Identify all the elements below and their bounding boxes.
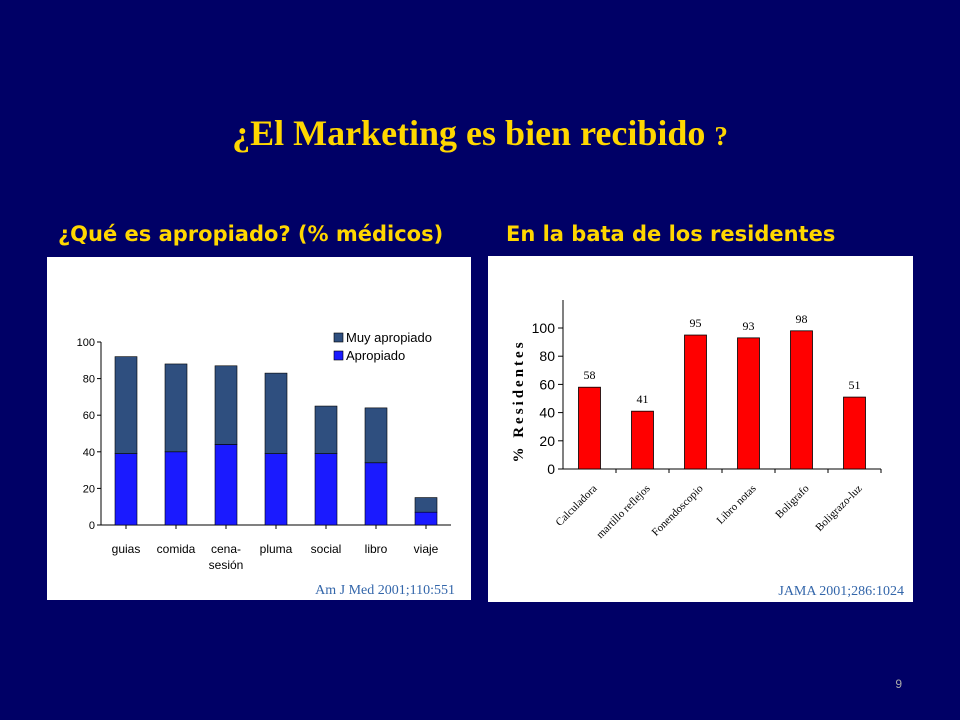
bar — [737, 337, 760, 470]
x-tick-label: Fonendoscopio — [650, 482, 706, 538]
bar-apropiado — [114, 453, 138, 526]
bar-muy-apropiado — [264, 372, 288, 454]
y-tick-label: 40 — [539, 405, 555, 421]
x-tick-label: social — [311, 542, 342, 556]
data-label: 98 — [796, 312, 808, 326]
source-citation: JAMA 2001;286:1024 — [778, 584, 904, 599]
bar-muy-apropiado — [414, 497, 438, 513]
bar — [843, 396, 866, 470]
chart-panel-residents: 0 20 40 60 80 100 % Residentes 58 Calculadora 41 m… — [488, 256, 913, 602]
bar — [684, 334, 707, 470]
bar-apropiado — [214, 444, 238, 526]
x-tick-label: viaje — [414, 542, 439, 556]
y-tick-label: 0 — [547, 461, 555, 477]
x-tick-label: Libro notas — [714, 483, 758, 527]
data-label: 93 — [743, 319, 755, 333]
subtitle-right: En la bata de los residentes — [506, 222, 836, 246]
x-tick-label-line: cena- — [211, 542, 241, 556]
bar-chart-residents: 0 20 40 60 80 100 % Residentes 58 Calculadora 41 m… — [511, 300, 904, 599]
x-tick-label-line: libro — [365, 542, 388, 556]
bar — [631, 410, 654, 470]
legend-label-muy: Muy apropiado — [346, 330, 432, 345]
bar — [578, 386, 601, 470]
y-tick-label: 100 — [77, 337, 95, 349]
x-tick-label-line: social — [311, 542, 342, 556]
bar-muy-apropiado — [364, 407, 388, 464]
data-label: 41 — [637, 392, 649, 406]
y-tick-label: 60 — [539, 376, 555, 392]
y-tick-label: 80 — [539, 348, 555, 364]
bar-apropiado — [314, 453, 338, 526]
x-tick-label: comida — [157, 542, 196, 556]
chart-panel-appropriate: 0 20 40 60 80 100 guias comida cena-sesión pluma s… — [47, 257, 471, 600]
y-tick-label: 0 — [89, 520, 95, 532]
x-tick-label: pluma — [260, 542, 293, 556]
y-axis-label: % Residentes — [511, 339, 527, 462]
y-tick-label: 100 — [532, 320, 556, 336]
x-tick-label: guias — [112, 542, 141, 556]
bar-apropiado — [164, 451, 188, 526]
x-tick-label-line: comida — [157, 542, 196, 556]
x-tick-label: Boligrafo — [773, 482, 812, 521]
x-tick-label-line: pluma — [260, 542, 293, 556]
y-tick-label: 20 — [539, 433, 555, 449]
x-tick-label-line: viaje — [414, 542, 439, 556]
legend-swatch-muy — [333, 332, 344, 343]
x-tick-label-line: guias — [112, 542, 141, 556]
data-label: 51 — [849, 378, 861, 392]
subtitle-left: ¿Qué es apropiado? (% médicos) — [58, 222, 444, 246]
bar-apropiado — [414, 511, 438, 526]
page-number: 9 — [895, 677, 902, 691]
x-tick-label: libro — [365, 542, 388, 556]
x-tick-label: Boligrazo-luz — [813, 483, 864, 534]
stacked-bar-chart: 0 20 40 60 80 100 guias comida cena-sesión pluma s… — [77, 330, 455, 598]
y-tick-label: 40 — [83, 447, 95, 459]
data-label: 95 — [690, 316, 702, 330]
bar-muy-apropiado — [164, 363, 188, 453]
legend-swatch-apropiado — [333, 350, 344, 361]
slide-title: ¿El Marketing es bien recibido ? — [232, 113, 728, 153]
x-tick-label: cena-sesión — [209, 542, 244, 572]
y-tick-label: 20 — [83, 483, 95, 495]
y-tick-label: 80 — [83, 374, 95, 386]
bar-apropiado — [364, 462, 388, 526]
source-citation: Am J Med 2001;110:551 — [315, 583, 455, 598]
bar-muy-apropiado — [214, 365, 238, 445]
bar-apropiado — [264, 453, 288, 526]
y-tick-label: 60 — [83, 410, 95, 422]
x-tick-label-line: sesión — [209, 558, 244, 572]
bar-muy-apropiado — [114, 356, 138, 454]
x-tick-label: martillo reflejos — [594, 483, 652, 541]
bar-muy-apropiado — [314, 405, 338, 454]
x-tick-label: Calculadora — [554, 483, 600, 529]
data-label: 58 — [584, 368, 596, 382]
bar — [790, 330, 813, 470]
legend-label-apropiado: Apropiado — [346, 348, 405, 363]
